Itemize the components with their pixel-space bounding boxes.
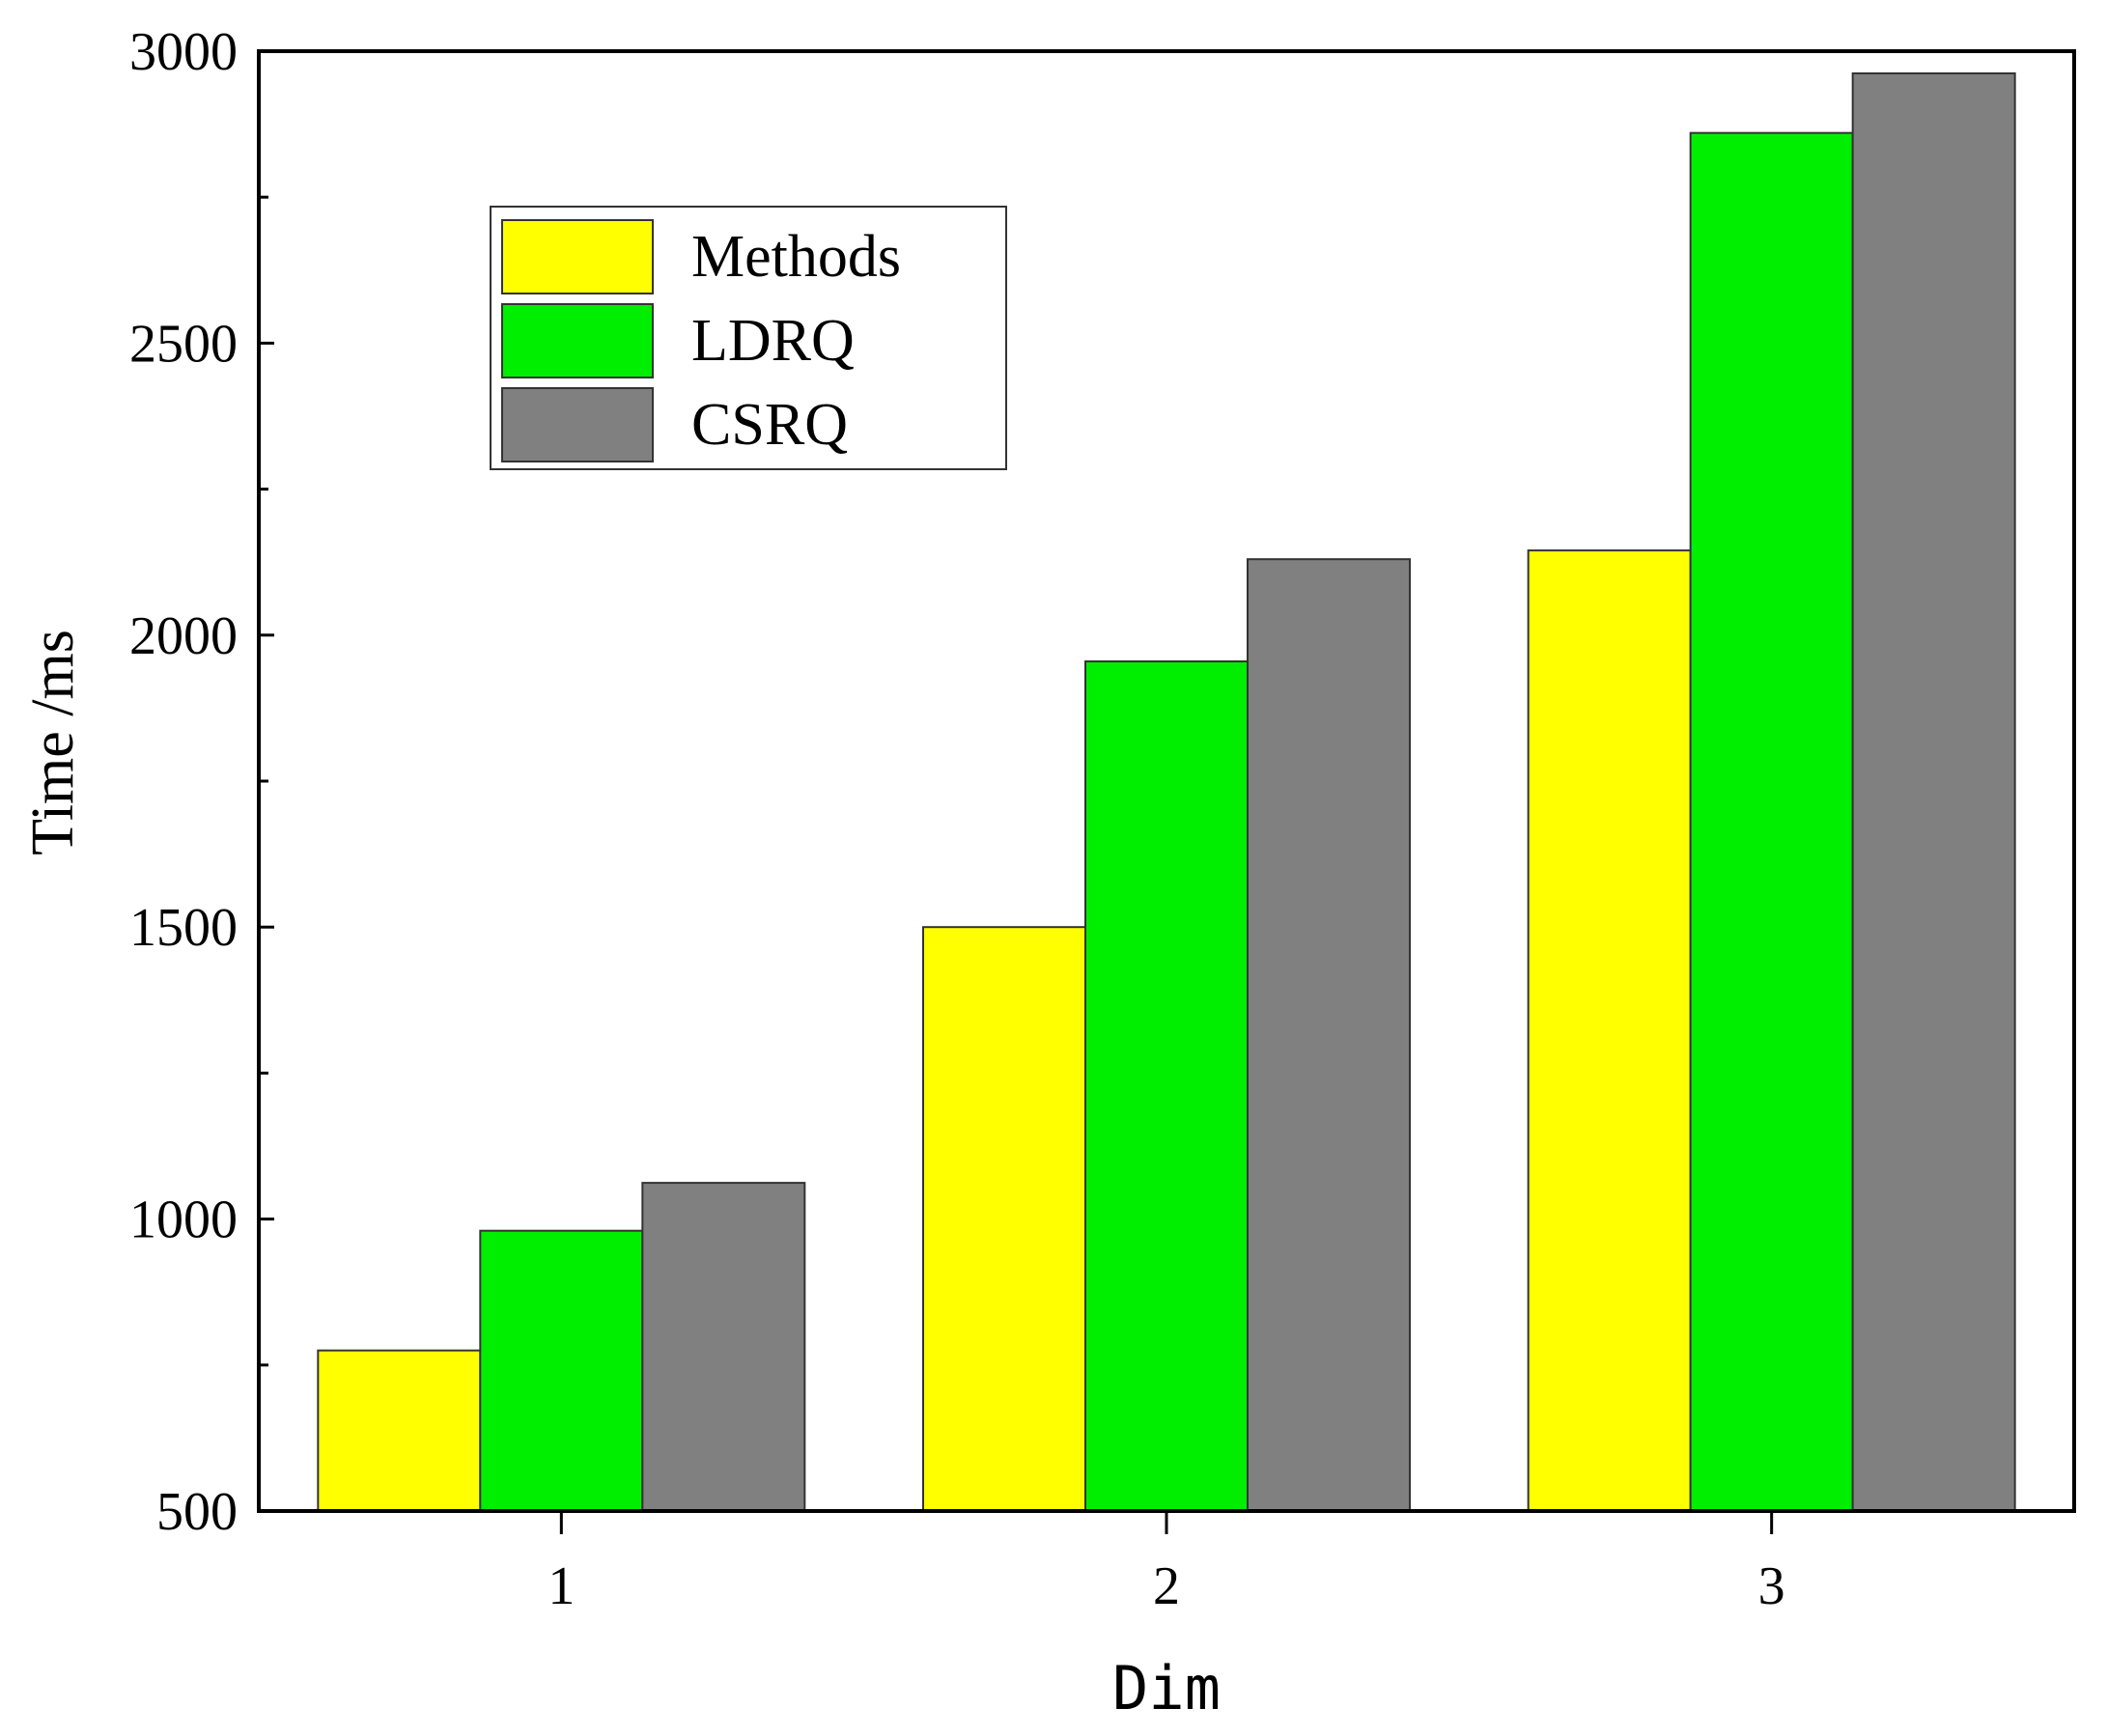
legend-swatch-csrq [501, 387, 654, 462]
x-tick-label: 3 [1758, 1556, 1785, 1616]
y-tick-label: 2500 [129, 314, 238, 374]
bar-ldrq-1 [479, 1229, 644, 1513]
bars-layer [317, 71, 2016, 1513]
legend-label-csrq: CSRQ [691, 392, 848, 458]
x-axis: 1 2 3 [548, 1511, 1785, 1616]
y-axis-title: Time /ms [20, 630, 86, 855]
x-axis-title: Dim [1112, 1653, 1221, 1723]
y-tick-label: 1000 [129, 1190, 238, 1250]
y-tick-label: 500 [156, 1482, 238, 1542]
y-axis: 500 1000 1500 2000 2500 3000 [129, 22, 274, 1542]
bar-csrq-3 [1851, 71, 2016, 1512]
x-tick-label: 2 [1153, 1556, 1180, 1616]
y-tick-label: 3000 [129, 22, 238, 82]
bar-methods-1 [317, 1349, 482, 1513]
bar-methods-2 [922, 926, 1086, 1512]
legend-label-ldrq: LDRQ [691, 308, 855, 374]
legend: Methods LDRQ CSRQ [490, 206, 1007, 470]
bar-csrq-1 [641, 1182, 806, 1513]
bar-ldrq-2 [1084, 660, 1249, 1512]
x-tick-label: 1 [548, 1556, 575, 1616]
bar-ldrq-3 [1689, 131, 1854, 1512]
legend-label-methods: Methods [691, 224, 901, 290]
plot-frame [257, 49, 2076, 1513]
legend-swatch-methods [501, 219, 654, 294]
bar-csrq-2 [1247, 558, 1411, 1512]
y-tick-label: 2000 [129, 606, 238, 666]
legend-swatch-ldrq [501, 303, 654, 378]
bar-methods-3 [1527, 549, 1692, 1512]
y-tick-label: 1500 [129, 898, 238, 958]
